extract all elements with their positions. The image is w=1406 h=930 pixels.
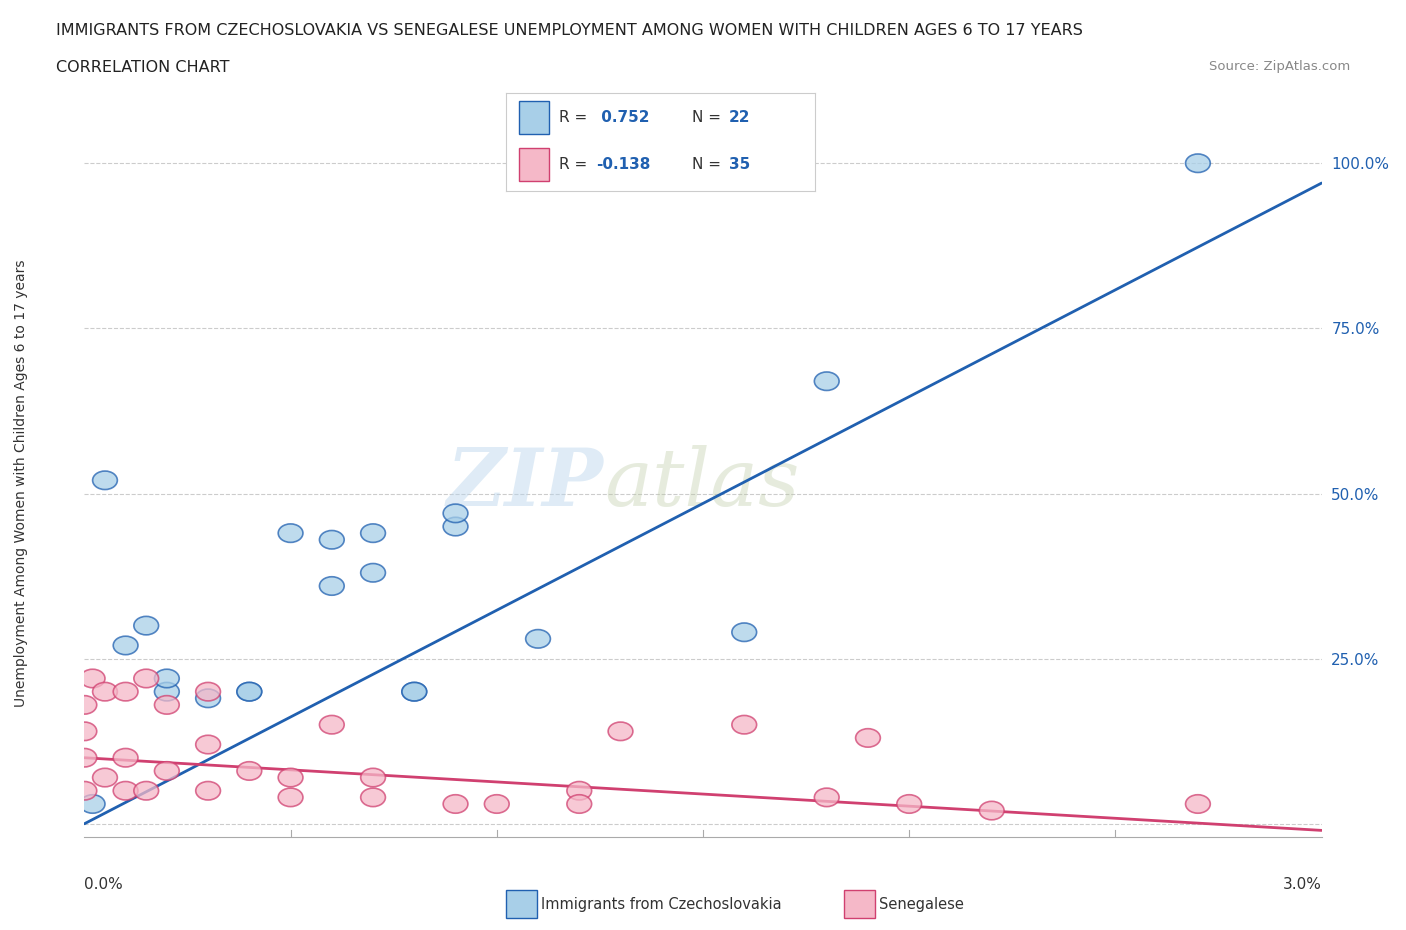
Text: R =: R = [558,110,592,125]
Ellipse shape [72,696,97,714]
Ellipse shape [114,636,138,655]
Ellipse shape [134,781,159,800]
Ellipse shape [567,781,592,800]
Text: -0.138: -0.138 [596,157,650,172]
Ellipse shape [980,802,1004,820]
Ellipse shape [897,795,921,813]
Ellipse shape [114,781,138,800]
Ellipse shape [402,683,426,701]
Text: 22: 22 [728,110,751,125]
Ellipse shape [361,788,385,806]
Ellipse shape [80,670,105,687]
Bar [519,100,550,134]
Text: Immigrants from Czechoslovakia: Immigrants from Czechoslovakia [541,897,782,912]
Ellipse shape [93,768,117,787]
Text: Unemployment Among Women with Children Ages 6 to 17 years: Unemployment Among Women with Children A… [14,259,28,708]
Ellipse shape [609,722,633,740]
Bar [519,148,550,180]
Text: ZIP: ZIP [447,445,605,523]
Ellipse shape [319,715,344,734]
Ellipse shape [278,768,302,787]
Ellipse shape [1185,154,1211,172]
Ellipse shape [485,795,509,813]
Ellipse shape [361,768,385,787]
Ellipse shape [238,762,262,780]
Ellipse shape [80,795,105,813]
Ellipse shape [72,749,97,767]
Ellipse shape [155,696,179,714]
Text: N =: N = [692,157,725,172]
Text: N =: N = [692,110,725,125]
Ellipse shape [238,683,262,701]
Text: Senegalese: Senegalese [879,897,963,912]
Text: R =: R = [558,157,592,172]
Ellipse shape [195,781,221,800]
Ellipse shape [114,749,138,767]
Text: IMMIGRANTS FROM CZECHOSLOVAKIA VS SENEGALESE UNEMPLOYMENT AMONG WOMEN WITH CHILD: IMMIGRANTS FROM CZECHOSLOVAKIA VS SENEGA… [56,23,1083,38]
Ellipse shape [195,683,221,701]
Ellipse shape [134,670,159,687]
Ellipse shape [567,795,592,813]
Ellipse shape [134,617,159,635]
Ellipse shape [114,683,138,701]
Text: CORRELATION CHART: CORRELATION CHART [56,60,229,75]
Ellipse shape [195,736,221,754]
Ellipse shape [443,504,468,523]
Ellipse shape [1104,841,1128,859]
Ellipse shape [195,689,221,708]
Ellipse shape [814,788,839,806]
Ellipse shape [856,729,880,747]
Ellipse shape [238,683,262,701]
Text: atlas: atlas [605,445,800,523]
Ellipse shape [443,517,468,536]
Ellipse shape [319,530,344,549]
Ellipse shape [733,623,756,642]
Ellipse shape [72,722,97,740]
Ellipse shape [155,683,179,701]
Ellipse shape [72,781,97,800]
Ellipse shape [93,683,117,701]
Text: 3.0%: 3.0% [1282,877,1322,892]
Ellipse shape [155,762,179,780]
Text: 35: 35 [728,157,751,172]
Ellipse shape [402,683,426,701]
Ellipse shape [733,715,756,734]
Ellipse shape [1185,795,1211,813]
Ellipse shape [361,524,385,542]
Text: 0.752: 0.752 [596,110,650,125]
Ellipse shape [361,564,385,582]
Ellipse shape [93,472,117,489]
Ellipse shape [278,788,302,806]
Ellipse shape [278,524,302,542]
Text: 0.0%: 0.0% [84,877,124,892]
Ellipse shape [155,670,179,687]
Ellipse shape [319,577,344,595]
Ellipse shape [814,372,839,391]
Ellipse shape [443,795,468,813]
Text: Source: ZipAtlas.com: Source: ZipAtlas.com [1209,60,1350,73]
Ellipse shape [526,630,550,648]
